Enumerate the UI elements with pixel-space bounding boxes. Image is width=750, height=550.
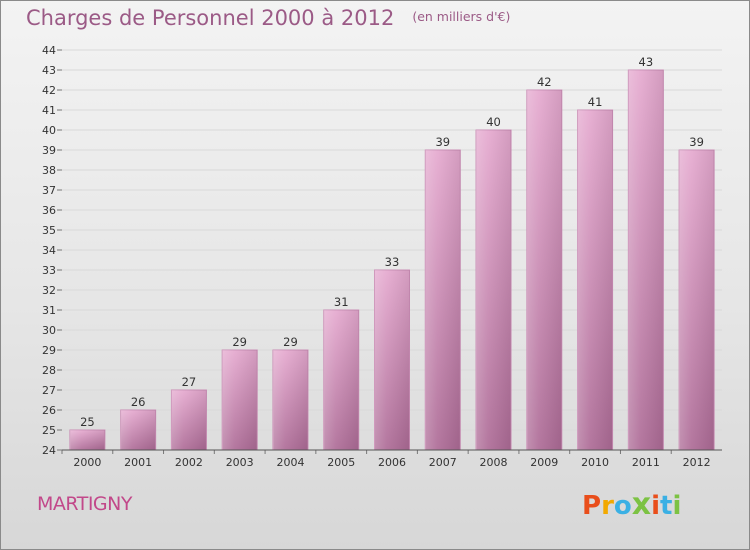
bar-value-label-2009: 42 [537,75,552,89]
y-tick-label: 30 [42,324,56,337]
bar-value-label-2000: 25 [80,415,95,429]
y-tick-label: 35 [42,224,56,237]
proxiti-logo: Proxiti [582,487,692,527]
bar-value-label-2005: 31 [334,295,349,309]
chart-title: Charges de Personnel 2000 à 2012 (en mill… [26,6,510,30]
y-tick-label: 43 [42,64,56,77]
bar-shine-2009 [526,90,562,450]
logo-letter: P [582,491,602,521]
bar-shine-2005 [323,310,359,450]
bar-shine-2008 [476,130,512,450]
chart-subtitle: (en milliers d'€) [412,9,511,24]
x-tick-label-2002: 2002 [175,456,203,469]
y-tick-label: 27 [42,384,56,397]
bar-value-label-2010: 41 [588,95,603,109]
x-tick-label-2012: 2012 [683,456,711,469]
bar-value-label-2011: 43 [639,55,654,69]
bar-shine-2002 [171,390,207,450]
bar-shine-2007 [425,150,461,450]
bar-shine-2003 [222,350,258,450]
y-tick-label: 41 [42,104,56,117]
logo-letter: i [651,491,661,521]
y-tick-label: 29 [42,344,56,357]
logo-letter: r [601,491,614,521]
bar-shine-2004 [272,350,308,450]
y-tick-label: 33 [42,264,56,277]
bar-shine-2006 [374,270,410,450]
x-tick-label-2008: 2008 [480,456,508,469]
bar-value-label-2002: 27 [182,375,197,389]
x-tick-label-2006: 2006 [378,456,406,469]
bar-value-label-2008: 40 [486,115,501,129]
logo-letter: o [613,491,632,521]
chart-title-text: Charges de Personnel 2000 à 2012 [26,6,395,30]
bar-value-label-2003: 29 [232,335,247,349]
bar-value-label-2007: 39 [435,135,450,149]
y-tick-label: 39 [42,144,56,157]
bar-shine-2012 [679,150,715,450]
bar-value-label-2012: 39 [689,135,704,149]
y-tick-label: 28 [42,364,56,377]
x-tick-label-2001: 2001 [124,456,152,469]
y-tick-label: 34 [42,244,56,257]
y-tick-label: 37 [42,184,56,197]
y-axis-ticks: 24 25 26 27 28 29 30 31 32 33 34 35 36 37 38 39 40 41 42 43… [42,44,62,457]
y-tick-label: 32 [42,284,56,297]
bar-shine-2011 [628,70,664,450]
x-tick-label-2003: 2003 [226,456,254,469]
bar-shine-2001 [120,410,156,450]
y-tick-label: 26 [42,404,56,417]
x-tick-label-2005: 2005 [327,456,355,469]
bar-value-label-2006: 33 [385,255,400,269]
bar-shine-2000 [69,430,105,450]
x-tick-label-2009: 2009 [530,456,558,469]
x-tick-label-2000: 2000 [73,456,101,469]
bars: 25 26 27 29 29 31 33 39 40 42 41 43 39 [69,55,715,451]
y-tick-label: 24 [42,444,56,457]
x-tick-label-2010: 2010 [581,456,609,469]
logo-letter: x [631,487,652,522]
x-tick-label-2007: 2007 [429,456,457,469]
bar-shine-2010 [577,110,613,450]
bar-value-label-2001: 26 [131,395,146,409]
y-tick-label: 31 [42,304,56,317]
logo-letter: i [672,491,682,521]
x-axis-ticks: 2000 2001 2002 2003 2004 2005 2006 2007 2008 2009… [61,450,711,469]
logo-letter: t [660,491,673,521]
bar-value-label-2004: 29 [283,335,298,349]
y-tick-label: 25 [42,424,56,437]
location-name: MARTIGNY [37,493,132,515]
y-tick-label: 40 [42,124,56,137]
y-tick-label: 44 [42,44,56,57]
x-tick-label-2011: 2011 [632,456,660,469]
y-tick-label: 38 [42,164,56,177]
y-tick-label: 36 [42,204,56,217]
x-tick-label-2004: 2004 [276,456,304,469]
y-tick-label: 42 [42,84,56,97]
